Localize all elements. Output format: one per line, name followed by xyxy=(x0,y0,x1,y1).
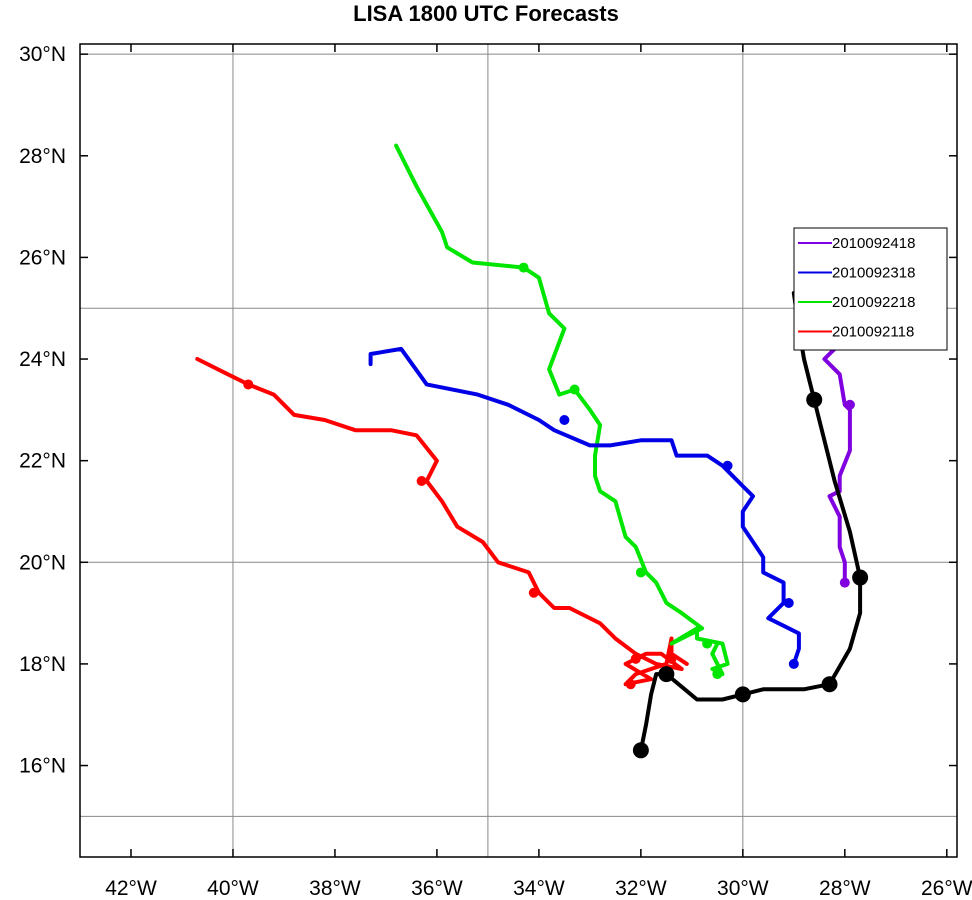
observed-position-marker xyxy=(632,742,649,759)
legend-label: 2010092318 xyxy=(832,265,915,282)
observed-position-marker xyxy=(806,391,823,408)
y-tick-label: 20°N xyxy=(19,551,66,574)
x-tick-label: 30°W xyxy=(717,877,769,900)
forecast-track-line xyxy=(195,357,689,687)
track-series xyxy=(632,291,869,759)
forecast-point-marker xyxy=(625,679,636,690)
forecast-point-marker xyxy=(569,384,580,395)
forecast-point-marker xyxy=(702,638,713,649)
x-tick-label: 34°W xyxy=(513,877,565,900)
forecast-point-marker xyxy=(243,379,254,390)
observed-position-marker xyxy=(821,676,838,693)
x-tick-label: 36°W xyxy=(411,877,463,900)
y-tick-label: 26°N xyxy=(19,246,66,269)
forecast-track-line xyxy=(368,346,801,666)
legend-label: 2010092418 xyxy=(832,235,915,252)
forecast-point-marker xyxy=(783,597,794,608)
axis-ticks: 42°W 40°W 38°W 36°W 34°W 32°W 30°W 28°W 26°W 30°N… xyxy=(19,43,972,900)
x-tick-label: 28°W xyxy=(819,877,871,900)
forecast-point-marker xyxy=(788,658,799,669)
track-series xyxy=(195,357,689,690)
track-series xyxy=(394,143,730,680)
y-tick-label: 24°N xyxy=(19,348,66,371)
observed-track-line xyxy=(638,291,863,753)
x-tick-label: 42°W xyxy=(105,877,157,900)
legend: 2010092418 2010092318 2010092218 2010092118 xyxy=(793,227,948,351)
legend-label: 2010092218 xyxy=(832,294,915,311)
forecast-point-marker xyxy=(416,475,427,486)
legend-label: 2010092118 xyxy=(832,324,914,341)
forecast-point-marker xyxy=(528,587,539,598)
forecast-point-marker xyxy=(518,262,529,273)
x-tick-label: 32°W xyxy=(615,877,667,900)
forecast-point-marker xyxy=(630,653,641,664)
forecast-point-marker xyxy=(559,415,570,426)
forecast-point-marker xyxy=(844,399,855,410)
forecast-point-marker xyxy=(839,577,850,588)
forecast-point-marker xyxy=(722,460,733,471)
x-tick-label: 40°W xyxy=(207,877,259,900)
forecast-track-line xyxy=(394,143,730,677)
forecast-tracks xyxy=(195,143,869,759)
gridlines xyxy=(80,44,957,857)
y-tick-label: 18°N xyxy=(19,653,66,676)
plot-frame xyxy=(79,43,958,858)
y-tick-label: 30°N xyxy=(19,43,66,66)
track-series xyxy=(368,346,801,669)
x-tick-label: 26°W xyxy=(921,877,972,900)
legend-box xyxy=(793,227,948,351)
observed-position-marker xyxy=(852,569,869,586)
forecast-point-marker xyxy=(635,567,646,578)
forecast-point-marker xyxy=(666,653,677,664)
y-tick-label: 22°N xyxy=(19,450,66,473)
chart-title: LISA 1800 UTC Forecasts xyxy=(353,1,619,26)
forecast-point-marker xyxy=(712,669,723,680)
x-tick-label: 38°W xyxy=(309,877,361,900)
y-tick-label: 28°N xyxy=(19,145,66,168)
observed-position-marker xyxy=(658,666,675,683)
y-tick-label: 16°N xyxy=(19,755,66,778)
observed-position-marker xyxy=(734,686,751,703)
